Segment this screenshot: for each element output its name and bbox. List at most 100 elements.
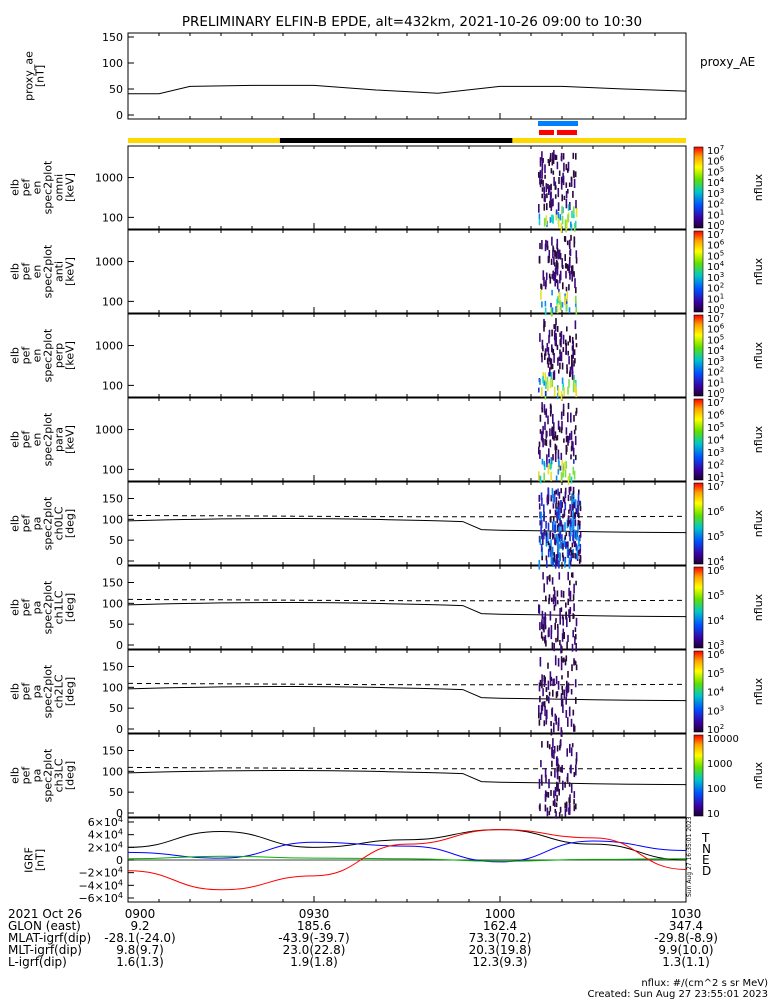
spectrogram-cell	[559, 339, 562, 346]
spectrogram-cell	[546, 709, 548, 720]
spectrogram-cell	[573, 501, 575, 509]
spectrogram-cell	[578, 512, 580, 519]
colorbar-label: nflux	[752, 341, 765, 369]
anti-loss-cone-line	[127, 514, 686, 518]
spectrogram-cell	[560, 176, 563, 185]
spectrogram-cell	[571, 542, 574, 548]
spectrogram-cell	[564, 491, 567, 499]
spectrogram-cell	[575, 454, 577, 461]
spectrogram-cell	[555, 489, 557, 495]
spectrogram-cell	[556, 435, 559, 441]
spectrogram-cell	[546, 740, 549, 748]
spectrogram-cell	[573, 271, 575, 278]
spectrogram-cell	[567, 412, 569, 423]
igrf-series-E	[127, 855, 687, 862]
anti-loss-cone-line	[127, 682, 686, 686]
spectrogram-cell	[548, 256, 550, 263]
spectrogram-cell	[566, 776, 569, 782]
spectrogram-cell	[558, 426, 561, 433]
y-tick-label: 6×104	[88, 815, 123, 829]
colorbar-tick-label: 107	[707, 396, 724, 409]
spectrogram-cell	[544, 353, 546, 360]
spectrogram-cell	[539, 695, 541, 703]
spectrogram-cell	[551, 760, 553, 768]
spectrogram-cell	[554, 524, 556, 533]
spectrogram-cell	[574, 627, 577, 632]
spectrogram-cell	[569, 803, 571, 812]
y-tick-label: 0	[116, 555, 123, 568]
spectrogram-cell	[549, 200, 551, 208]
spectrogram-cell	[562, 590, 565, 598]
spectrogram-cell	[574, 540, 577, 547]
spectrogram-cell	[561, 502, 563, 508]
spectrogram-cell	[545, 390, 547, 396]
spectrogram-cell	[552, 215, 554, 223]
spectrogram-cell	[568, 379, 570, 388]
spectrogram-cell	[552, 678, 554, 687]
spectrogram-cell	[555, 306, 557, 313]
y-tick-label: 50	[109, 83, 123, 96]
spectrogram-cell	[579, 520, 581, 527]
y-axis-label: elb	[9, 347, 22, 364]
spectrogram-cell	[555, 185, 557, 190]
spectrogram-cell	[568, 182, 571, 187]
spectrogram-cell	[544, 790, 547, 800]
spectrogram-cell	[562, 207, 564, 214]
spectrogram-cell	[554, 537, 556, 545]
spectrogram-cell	[557, 469, 560, 475]
colorbar-tick-label: 102	[707, 366, 724, 379]
loss-cone-line	[127, 602, 687, 618]
y-tick-label: 100	[102, 295, 123, 308]
spectrogram-cell	[547, 347, 550, 355]
spectrogram-cell	[569, 560, 572, 566]
spectrogram-cell	[562, 616, 564, 626]
y-axis-label: elb	[9, 683, 22, 700]
spectrogram-cell	[550, 458, 553, 465]
spectrogram-cell	[556, 267, 559, 276]
spectrogram-cell	[573, 805, 576, 812]
spectrogram-cell	[560, 152, 563, 162]
spectrogram-cell	[573, 799, 575, 805]
colorbar-tick-label: 106	[707, 564, 725, 577]
y-axis-label: pa	[31, 517, 44, 531]
spectrogram-cell	[556, 161, 559, 170]
spectrogram-cell	[550, 629, 553, 640]
panel-frame	[127, 481, 687, 566]
y-axis-label: spec2plot	[42, 580, 55, 634]
spectrogram-cell	[554, 443, 557, 451]
spectrogram-cell	[540, 352, 543, 358]
spectrogram-cell	[564, 659, 567, 666]
spectrogram-cell	[573, 211, 575, 219]
spectrogram-cell	[553, 746, 556, 754]
spectrogram-cell	[547, 629, 550, 638]
spectrogram-cell	[545, 215, 548, 226]
colorbar-tick-label: 107	[707, 480, 724, 493]
colorbar-tick-label: 101	[707, 471, 724, 484]
spectrogram-cell	[573, 375, 575, 385]
spectrogram-cell	[561, 459, 563, 470]
spectrogram-cell	[545, 687, 548, 693]
spectrogram-cell	[552, 413, 554, 424]
spectrogram-cell	[561, 258, 563, 268]
spectrogram-cell	[562, 543, 564, 550]
y-axis-label: spec2plot	[42, 748, 55, 802]
spectrogram-cell	[556, 279, 558, 284]
spectrogram-cell	[558, 356, 561, 361]
spectrogram-cell	[571, 370, 574, 380]
spectrogram-cell	[575, 752, 578, 762]
spectrogram-cell	[571, 364, 574, 375]
spectrogram-cell	[538, 778, 541, 789]
spectrogram-cell	[569, 366, 572, 375]
colorbar-tick-label: 102	[707, 459, 724, 472]
spectrogram-cell	[548, 353, 550, 362]
loss-cone-line	[127, 518, 687, 534]
spectrogram-cell	[561, 699, 564, 707]
spectrogram-cell	[556, 600, 559, 605]
spectrogram-cell	[561, 194, 563, 202]
spectrogram-cell	[553, 556, 556, 562]
spectrogram-cell	[571, 210, 573, 219]
colorbar-tick-label: 104	[707, 555, 725, 568]
